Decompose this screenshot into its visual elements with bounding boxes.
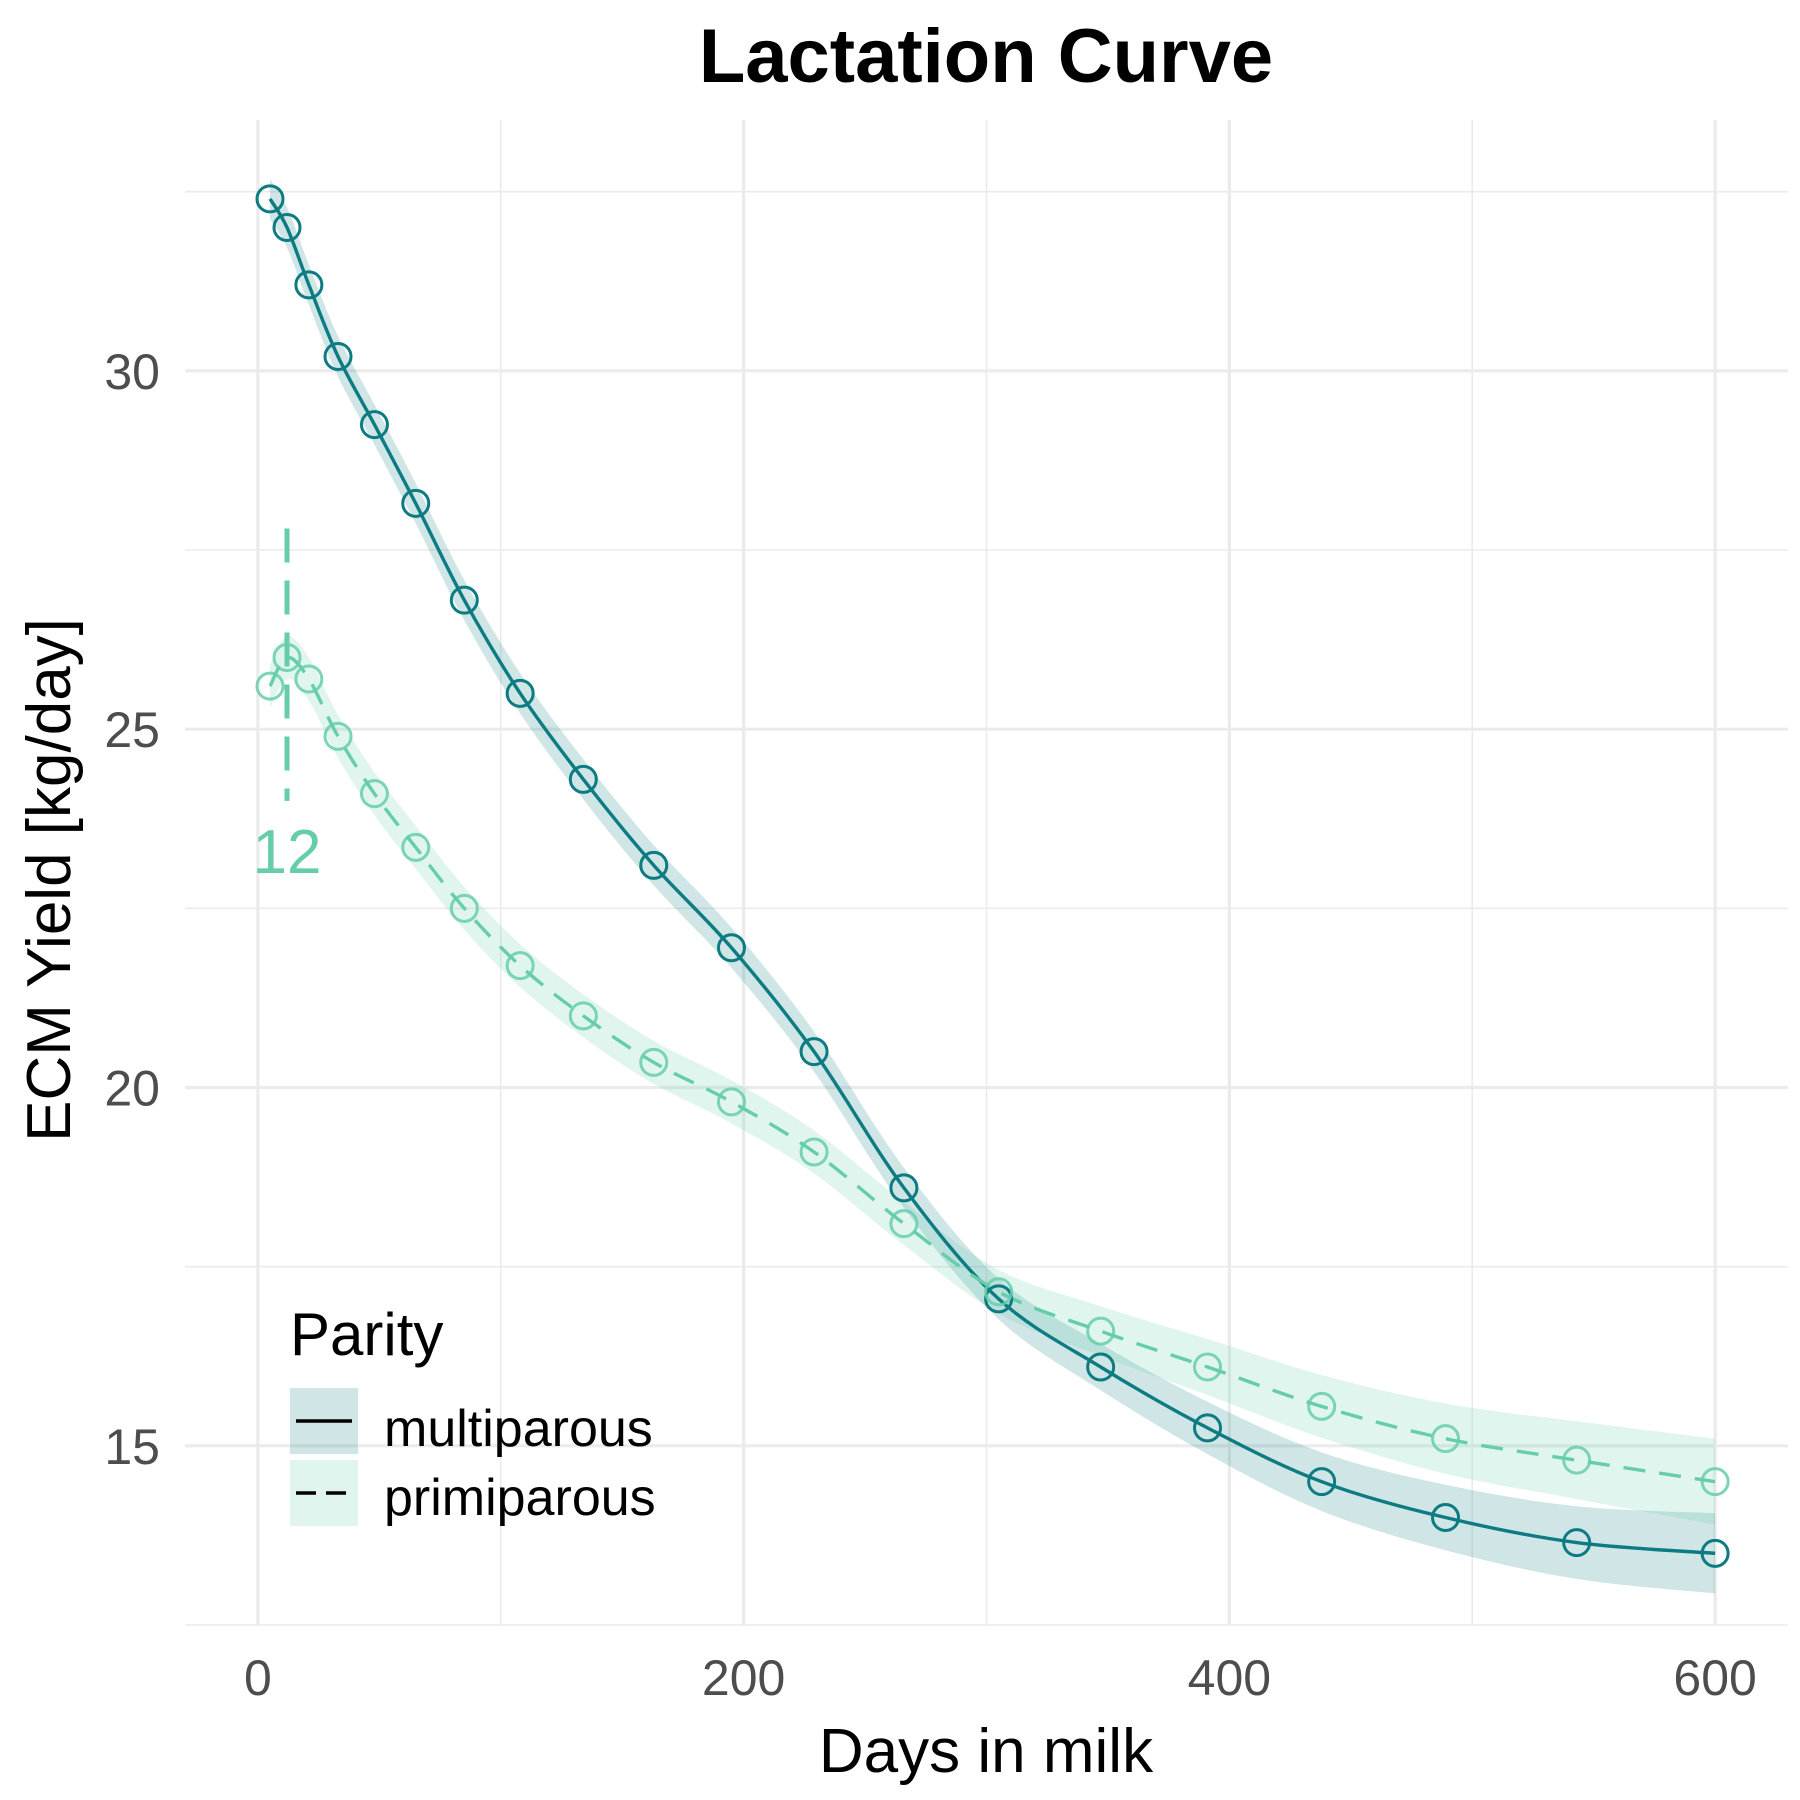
point-multiparous: [1086, 1352, 1116, 1382]
confidence-bands: [270, 178, 1716, 1594]
point-multiparous: [1700, 1538, 1730, 1568]
legend-label-primiparous: primiparous: [384, 1469, 656, 1527]
point-multiparous: [799, 1037, 829, 1067]
point-primiparous: [401, 832, 431, 862]
y-tick-label: 15: [104, 1419, 160, 1475]
point-primiparous: [716, 1087, 746, 1117]
series-points: [255, 184, 1730, 1568]
point-primiparous: [984, 1277, 1014, 1307]
point-multiparous: [359, 410, 389, 440]
point-multiparous: [1307, 1467, 1337, 1497]
y-axis-title: ECM Yield [kg/day]: [15, 618, 84, 1142]
point-multiparous: [716, 933, 746, 963]
point-multiparous: [639, 850, 669, 880]
point-primiparous: [639, 1047, 669, 1077]
y-axis-tick-labels: 15 20 25 30: [104, 344, 160, 1475]
band-primiparous: [270, 635, 1716, 1525]
point-primiparous: [1700, 1467, 1730, 1497]
point-multiparous: [272, 213, 302, 242]
peak-day-label: 12: [253, 818, 322, 887]
x-tick-label: 400: [1188, 1650, 1271, 1706]
x-axis-title: Days in milk: [819, 1717, 1154, 1786]
point-primiparous: [449, 893, 479, 923]
point-multiparous: [449, 585, 479, 615]
point-primiparous: [294, 664, 324, 694]
point-primiparous: [1086, 1316, 1116, 1346]
point-multiparous: [294, 270, 324, 300]
point-primiparous: [1431, 1424, 1461, 1454]
legend-label-multiparous: multiparous: [384, 1400, 653, 1458]
x-tick-label: 600: [1673, 1650, 1756, 1706]
band-multiparous: [270, 178, 1716, 1594]
point-multiparous: [1193, 1413, 1223, 1443]
point-primiparous: [1562, 1445, 1592, 1475]
peak-annotation: 12: [253, 528, 322, 887]
y-tick-label: 20: [104, 1061, 160, 1117]
point-primiparous: [889, 1209, 919, 1239]
line-primiparous: [268, 655, 1716, 1484]
chart-title: Lactation Curve: [699, 14, 1273, 99]
point-primiparous: [568, 1001, 598, 1031]
point-primiparous: [799, 1137, 829, 1167]
legend-title: Parity: [290, 1301, 443, 1368]
point-primiparous: [359, 779, 389, 809]
point-multiparous: [984, 1284, 1014, 1314]
point-multiparous: [1562, 1528, 1592, 1558]
line-multiparous: [268, 197, 1716, 1556]
point-multiparous: [323, 342, 353, 371]
point-multiparous: [401, 488, 431, 518]
y-tick-label: 25: [104, 702, 160, 758]
point-multiparous: [505, 678, 535, 708]
legend-keys: [290, 1388, 358, 1526]
point-multiparous: [889, 1173, 919, 1203]
legend: Parity multiparous primiparous: [290, 1301, 656, 1527]
point-primiparous: [323, 721, 353, 751]
point-primiparous: [505, 951, 535, 981]
point-multiparous: [255, 184, 285, 214]
point-primiparous: [255, 671, 285, 701]
point-primiparous: [1307, 1391, 1337, 1421]
y-tick-label: 30: [104, 344, 160, 400]
x-axis-tick-labels: 0 200 400 600: [244, 1650, 1757, 1706]
series-lines: [268, 197, 1716, 1556]
point-multiparous: [568, 764, 598, 794]
x-tick-label: 200: [702, 1650, 785, 1706]
point-multiparous: [1431, 1503, 1461, 1532]
x-tick-label: 0: [244, 1650, 272, 1706]
point-primiparous: [1193, 1352, 1223, 1382]
